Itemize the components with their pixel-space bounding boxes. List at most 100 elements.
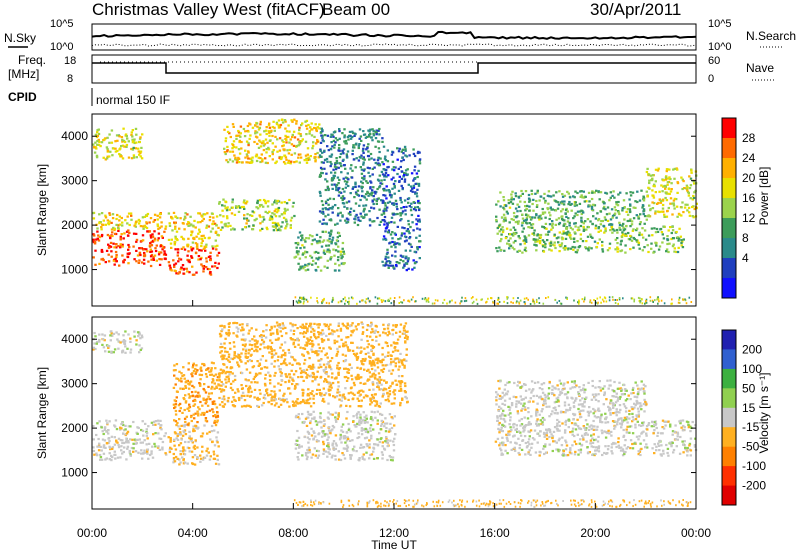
data-cell: [216, 441, 219, 444]
data-cell: [205, 266, 208, 269]
data-cell: [269, 333, 273, 336]
data-cell: [173, 243, 176, 246]
data-cell: [323, 380, 326, 383]
data-cell: [535, 199, 538, 203]
data-cell: [149, 217, 153, 220]
data-cell: [354, 166, 357, 169]
data-cell: [531, 232, 534, 235]
data-cell: [369, 186, 372, 189]
ground-scatter-cell: [368, 300, 371, 303]
ground-scatter-cell: [382, 299, 385, 302]
freq-strip-frame: [91, 54, 697, 84]
colorbar-swatch: [722, 198, 736, 219]
data-cell: [243, 214, 246, 217]
data-cell: [418, 162, 422, 165]
data-cell: [372, 129, 375, 132]
data-cell: [320, 127, 323, 130]
data-cell: [285, 363, 288, 367]
data-cell: [357, 159, 361, 162]
data-cell: [339, 327, 343, 330]
data-cell: [173, 460, 177, 463]
data-cell: [586, 218, 590, 221]
data-cell: [324, 188, 327, 192]
ground-scatter-cell: [387, 298, 390, 301]
data-cell: [309, 397, 312, 400]
data-cell: [114, 453, 117, 456]
data-cell: [337, 207, 340, 210]
data-cell: [386, 166, 389, 169]
data-cell: [543, 192, 546, 195]
data-cell: [168, 450, 172, 454]
data-cell: [215, 421, 219, 424]
data-cell: [110, 228, 114, 231]
data-cell: [355, 192, 358, 195]
data-cell: [360, 168, 364, 171]
data-cell: [254, 130, 257, 133]
data-cell: [335, 157, 338, 160]
data-cell: [555, 218, 558, 221]
data-cell: [270, 352, 274, 355]
data-cell: [237, 354, 241, 357]
ground-scatter-cell: [332, 296, 334, 299]
data-cell: [538, 199, 541, 202]
data-cell: [262, 140, 265, 143]
data-cell: [224, 337, 227, 340]
data-cell: [262, 401, 265, 405]
data-cell: [297, 262, 300, 265]
data-cell: [193, 237, 196, 241]
data-cell: [173, 265, 176, 268]
data-cell: [371, 338, 374, 342]
data-cell: [293, 401, 296, 404]
noise-tick-bottom-left: 10^0: [50, 41, 74, 53]
data-cell: [646, 215, 649, 218]
ground-scatter-cell: [393, 297, 396, 299]
data-cell: [152, 258, 155, 261]
data-cell: [95, 154, 99, 157]
data-cell: [231, 123, 235, 126]
data-cell: [244, 130, 247, 133]
data-cell: [299, 134, 303, 138]
data-cell: [317, 258, 320, 261]
data-cell: [509, 237, 512, 240]
data-cell: [258, 214, 261, 217]
data-cell: [579, 233, 582, 236]
data-cell: [291, 377, 294, 380]
ground-scatter-cell: [518, 302, 521, 305]
data-cell: [672, 204, 676, 207]
data-cell: [317, 359, 320, 362]
data-cell: [395, 383, 398, 386]
power-colorbar-label: Power [dB]: [757, 167, 771, 226]
data-cell: [539, 236, 542, 239]
data-cell: [306, 394, 309, 397]
data-cell: [322, 347, 325, 350]
data-cell: [107, 441, 110, 445]
data-cell: [528, 222, 531, 225]
data-cell: [178, 379, 181, 382]
data-cell: [302, 325, 306, 328]
data-cell: [381, 395, 384, 398]
data-cell: [102, 446, 105, 449]
data-cell: [580, 209, 583, 212]
data-cell: [323, 370, 326, 373]
data-cell: [498, 246, 501, 249]
data-cell: [108, 446, 112, 450]
data-cell: [105, 457, 108, 460]
data-cell: [200, 242, 203, 245]
data-cell: [216, 454, 219, 457]
data-cell: [361, 190, 364, 193]
data-cell: [588, 246, 591, 249]
ground-scatter-cell: [639, 297, 641, 300]
data-cell: [186, 462, 189, 465]
data-cell: [326, 239, 329, 242]
data-cell: [97, 239, 101, 242]
data-cell: [183, 377, 186, 380]
data-cell: [298, 257, 302, 260]
data-cell: [333, 183, 336, 186]
data-cell: [385, 197, 388, 200]
ground-scatter-cell: [424, 297, 427, 300]
data-cell: [196, 446, 199, 449]
data-cell: [160, 251, 163, 254]
data-cell: [240, 352, 243, 355]
data-cell: [193, 429, 196, 432]
data-cell: [381, 161, 384, 164]
